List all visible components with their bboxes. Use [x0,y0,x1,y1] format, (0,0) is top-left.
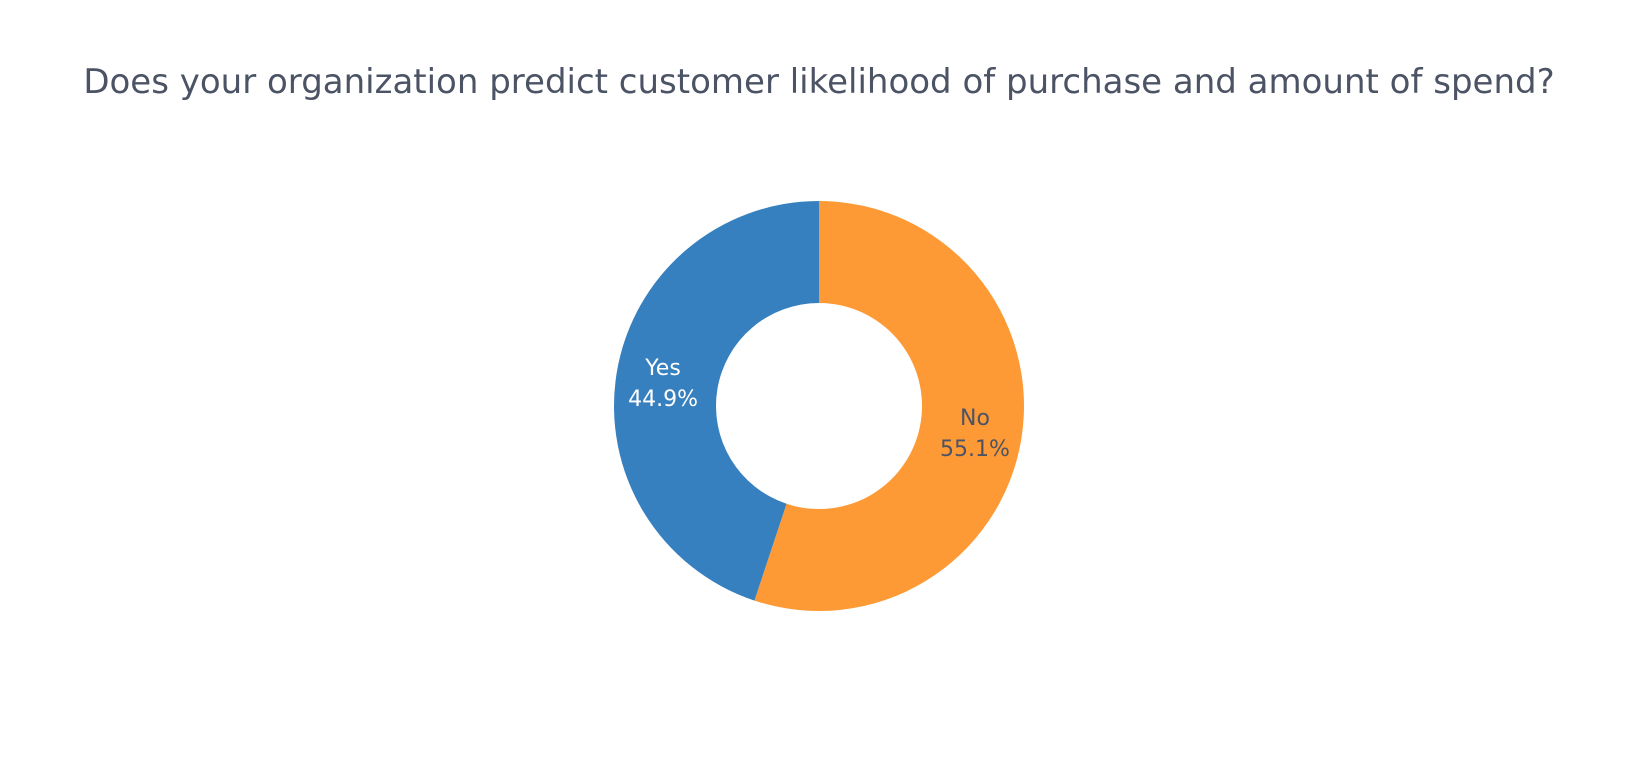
slice-percent-no: 55.1% [940,437,1010,462]
chart-title: Does your organization predict customer … [83,62,1555,102]
donut-slices [614,201,1025,612]
slice-name-no: No [960,406,990,431]
slice-yes[interactable] [614,201,819,601]
slice-no[interactable] [754,201,1025,612]
slice-percent-yes: 44.9% [628,387,698,412]
slice-label-no: No 55.1% [940,406,1010,462]
slice-label-yes: Yes 44.9% [628,356,698,412]
slice-name-yes: Yes [644,356,681,381]
slice-labels: No 55.1% Yes 44.9% [628,356,1010,462]
